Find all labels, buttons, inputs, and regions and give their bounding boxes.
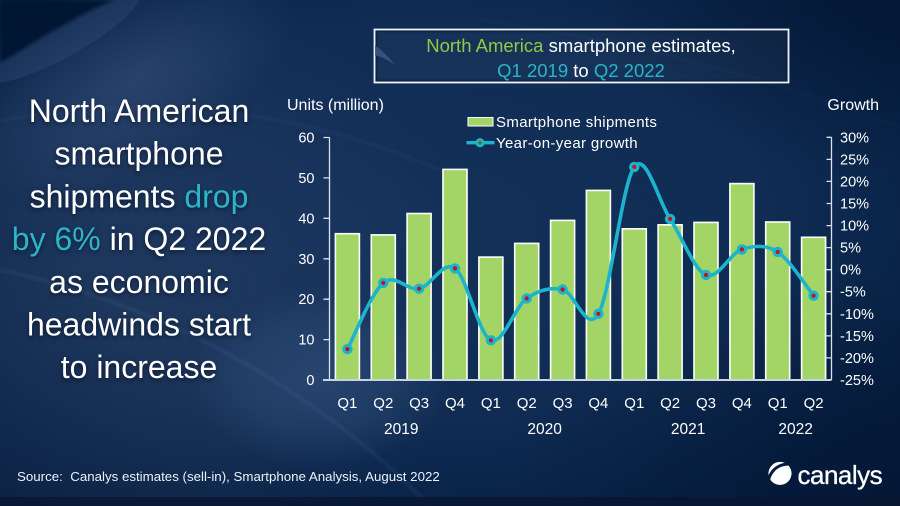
svg-text:Q1: Q1 <box>337 395 357 412</box>
svg-text:Growth: Growth <box>827 97 879 114</box>
svg-text:Year-on-year growth: Year-on-year growth <box>496 135 638 152</box>
svg-text:40: 40 <box>298 211 314 227</box>
svg-text:2019: 2019 <box>384 421 418 438</box>
svg-text:Q3: Q3 <box>696 395 716 412</box>
svg-text:Q1: Q1 <box>768 395 788 412</box>
svg-text:shipments drop: shipments drop <box>30 178 249 214</box>
svg-text:Q4: Q4 <box>445 395 465 412</box>
svg-text:-10%: -10% <box>840 307 874 323</box>
svg-text:2022: 2022 <box>778 421 812 438</box>
svg-text:2020: 2020 <box>527 421 562 438</box>
svg-text:Units (million): Units (million) <box>287 97 384 114</box>
svg-text:0%: 0% <box>840 263 861 279</box>
svg-text:10%: 10% <box>840 219 869 235</box>
svg-text:-20%: -20% <box>840 351 874 367</box>
svg-text:30: 30 <box>298 252 314 268</box>
svg-text:Q1 2019 to Q2 2022: Q1 2019 to Q2 2022 <box>497 60 665 81</box>
svg-text:0: 0 <box>306 373 314 389</box>
svg-text:Source: Canalys estimates (se: Source: Canalys estimates (sell-in), Sma… <box>17 469 440 484</box>
svg-text:5%: 5% <box>840 241 861 257</box>
svg-text:Q2: Q2 <box>373 395 393 412</box>
svg-text:60: 60 <box>298 131 314 147</box>
svg-text:Q4: Q4 <box>732 395 752 412</box>
svg-text:North American: North American <box>29 93 250 129</box>
svg-text:Q4: Q4 <box>588 395 608 412</box>
svg-text:Q2: Q2 <box>804 395 824 412</box>
svg-text:Smartphone shipments: Smartphone shipments <box>496 114 657 131</box>
svg-text:Q3: Q3 <box>553 395 573 412</box>
svg-text:Q1: Q1 <box>481 395 501 412</box>
svg-text:20: 20 <box>298 292 314 308</box>
svg-text:Q1: Q1 <box>624 395 644 412</box>
svg-text:10: 10 <box>298 333 314 349</box>
svg-text:2021: 2021 <box>671 421 705 438</box>
svg-text:25%: 25% <box>840 152 869 168</box>
svg-text:-15%: -15% <box>840 329 874 345</box>
svg-text:canalys: canalys <box>798 460 883 490</box>
svg-text:Q2: Q2 <box>517 395 537 412</box>
svg-text:headwinds start: headwinds start <box>27 307 251 343</box>
svg-text:by 6% in Q2 2022: by 6% in Q2 2022 <box>12 221 266 257</box>
svg-text:Q2: Q2 <box>660 395 680 412</box>
svg-text:15%: 15% <box>840 197 869 213</box>
svg-text:as economic: as economic <box>49 264 229 300</box>
svg-text:-5%: -5% <box>840 285 866 301</box>
svg-text:20%: 20% <box>840 174 869 190</box>
svg-text:Q3: Q3 <box>409 395 429 412</box>
svg-text:-25%: -25% <box>840 373 874 389</box>
svg-text:smartphone: smartphone <box>55 136 224 172</box>
svg-text:North America smartphone estim: North America smartphone estimates, <box>426 35 736 56</box>
svg-text:30%: 30% <box>840 130 869 146</box>
svg-text:to increase: to increase <box>61 349 218 385</box>
svg-text:50: 50 <box>298 171 314 187</box>
